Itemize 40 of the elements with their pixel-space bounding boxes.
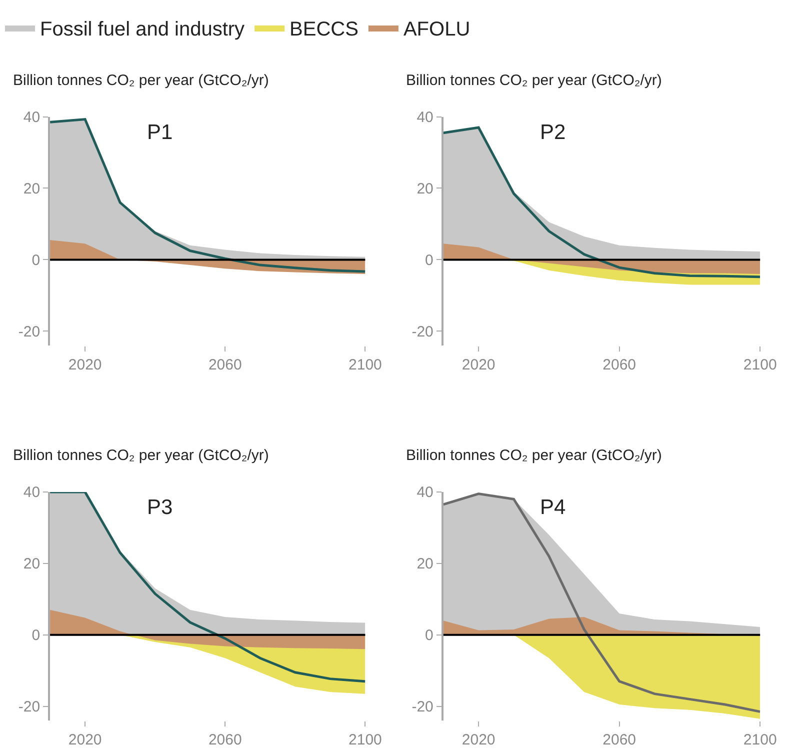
y-axis-title: Billion tonnes CO₂ per year (GtCO₂/yr) xyxy=(406,447,662,464)
y-tick-label: 40 xyxy=(23,109,40,126)
annotation: P2 xyxy=(540,121,566,144)
line-series xyxy=(443,492,760,713)
x-tick-label: 2100 xyxy=(348,732,382,749)
y-tick-label: -20 xyxy=(412,698,434,716)
x-tick-label: 2020 xyxy=(462,732,496,749)
legend-label: AFOLU xyxy=(403,18,470,40)
y-axis-title: Billion tonnes CO₂ per year (GtCO₂/yr) xyxy=(406,72,662,89)
y-tick-label: -20 xyxy=(18,698,40,716)
y-tick-label: 0 xyxy=(425,627,434,644)
y-tick-label: 40 xyxy=(416,484,434,502)
x-tick-label: 2060 xyxy=(208,732,242,749)
legend-label: Fossil fuel and industry xyxy=(40,18,245,40)
y-tick-label: 20 xyxy=(23,180,40,198)
x-tick-label: 2060 xyxy=(602,732,636,749)
x-tick-label: 2100 xyxy=(348,356,382,374)
y-tick-label: 40 xyxy=(416,109,434,126)
x-tick-label: 2100 xyxy=(743,732,777,749)
y-tick-label: 20 xyxy=(416,556,434,573)
x-tick-label: 2020 xyxy=(68,732,102,749)
y-tick-label: 40 xyxy=(23,484,40,502)
y-tick-label: 0 xyxy=(32,627,40,644)
y-tick-label: 20 xyxy=(416,180,434,198)
y-axis-title: Billion tonnes CO₂ per year (GtCO₂/yr) xyxy=(13,447,269,464)
x-tick-label: 2060 xyxy=(602,356,636,374)
y-tick-label: 0 xyxy=(32,252,40,269)
y-tick-label: -20 xyxy=(412,323,434,340)
y-axis-title: Billion tonnes CO₂ per year (GtCO₂/yr) xyxy=(13,72,269,89)
x-tick-label: 2020 xyxy=(462,356,496,374)
annotation: P4 xyxy=(540,496,566,519)
legend-label: BECCS xyxy=(290,18,358,40)
annotation: P3 xyxy=(147,496,173,519)
y-tick-label: -20 xyxy=(18,323,40,340)
x-tick-label: 2060 xyxy=(208,356,242,374)
annotation: P1 xyxy=(147,121,173,144)
x-tick-label: 2020 xyxy=(68,356,102,374)
x-tick-label: 2100 xyxy=(743,356,777,374)
y-tick-label: 0 xyxy=(425,252,434,269)
y-tick-label: 20 xyxy=(23,556,40,573)
